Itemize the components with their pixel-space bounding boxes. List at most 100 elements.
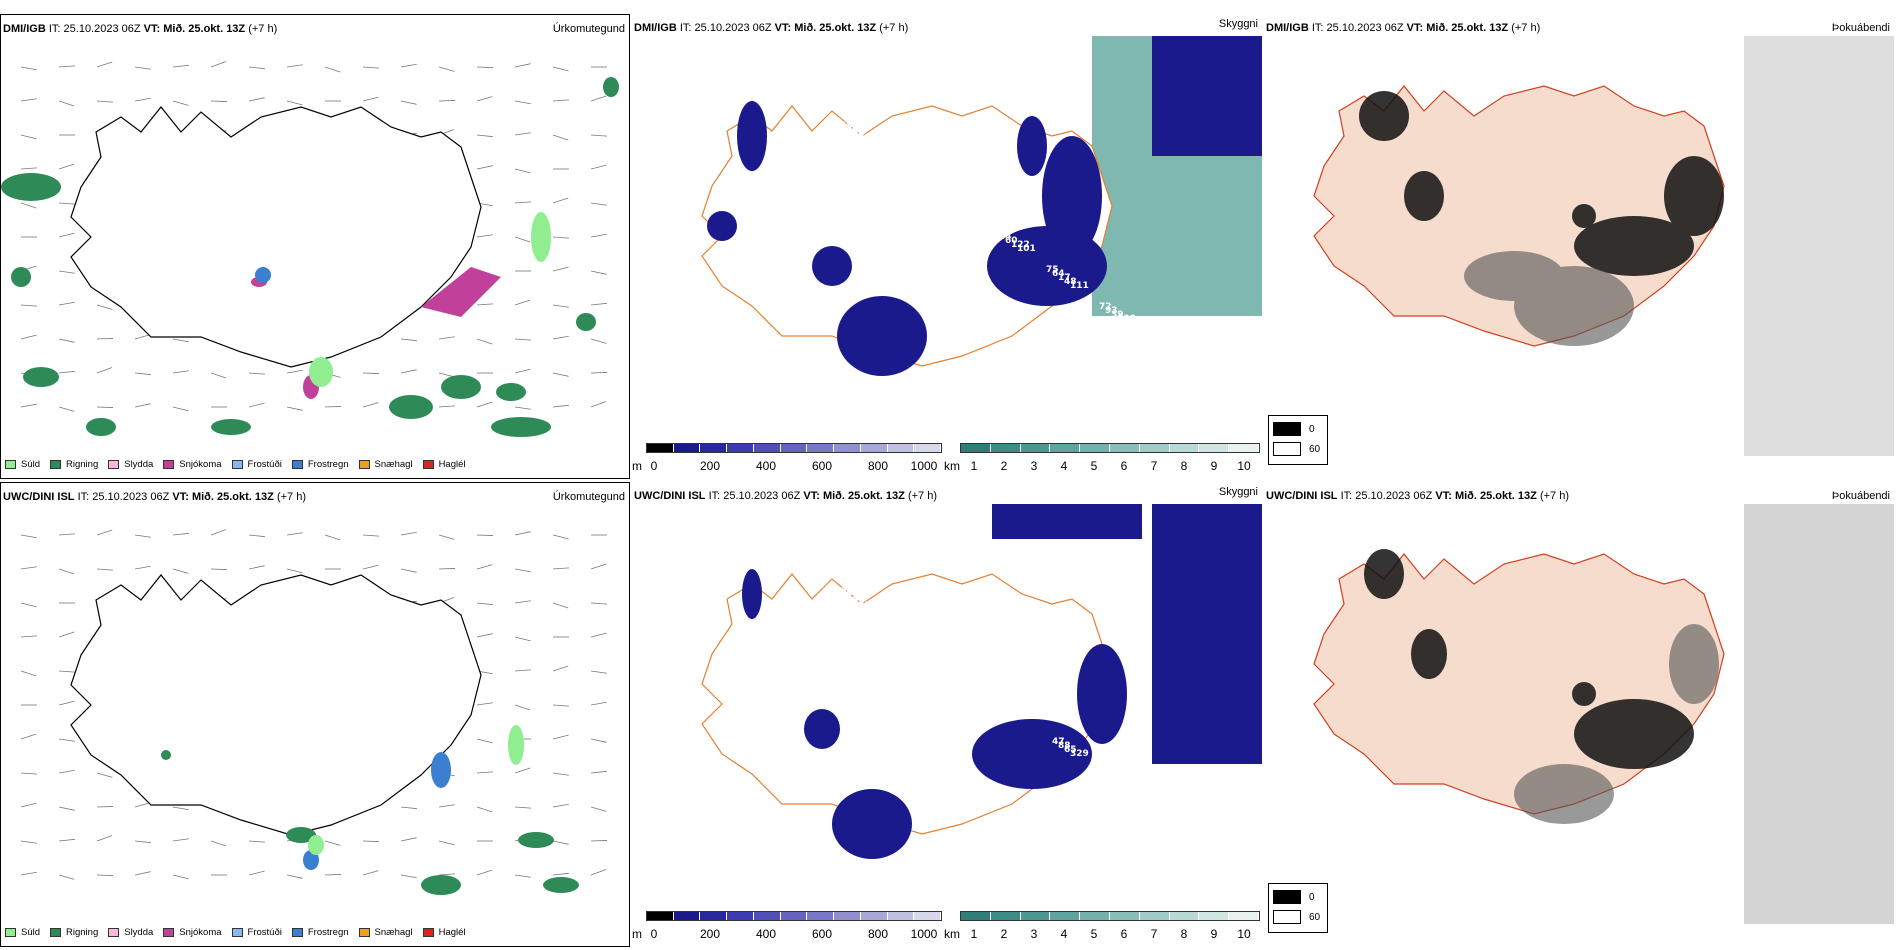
visibility-value: 66 — [1164, 815, 1177, 825]
visibility-value: 43 — [940, 191, 953, 201]
visibility-scale-km: km 1 2 3 4 5 6 7 8 9 10 — [944, 439, 1262, 473]
visibility-value: 57 — [787, 552, 800, 562]
legend-item-drizzle: Súld — [5, 459, 40, 470]
visibility-value: 35 — [793, 556, 806, 566]
visibility-value: 118 — [964, 207, 983, 217]
visibility-value: 174 — [958, 203, 977, 213]
visibility-value: 93 — [1176, 355, 1189, 365]
visibility-value: 71 — [787, 84, 800, 94]
visibility-value: 101 — [1017, 244, 1036, 254]
map-visibility: 188 83 139 20 108 35 329 120 113 104 92 78 84 99 65 70 7… — [701, 504, 1262, 859]
legend-item-hail: Haglél — [422, 459, 466, 470]
visibility-value: 75 — [1046, 265, 1059, 275]
legend-item-freezing-drizzle: Frostúði — [231, 459, 282, 470]
visibility-scale-km: km 1 2 3 4 5 6 7 8 9 10 — [944, 907, 1262, 941]
visibility-value: 53 — [899, 630, 912, 640]
visibility-value: 68 — [840, 121, 853, 131]
legend-item-snow-pellets: Snæhagl — [358, 927, 413, 938]
visibility-value: 48 — [1064, 277, 1077, 287]
fog-legend-item-60: 60 — [1273, 910, 1320, 924]
visibility-value: 92 — [852, 597, 865, 607]
panel-precip-type-uwc: UWC/DINI ISL IT: 25.10.2023 06Z VT: Mið.… — [0, 482, 630, 947]
visibility-value: 35 — [1017, 712, 1030, 722]
visibility-value: 47 — [1005, 704, 1018, 714]
visibility-values: 188 83 139 20 108 35 329 120 113 104 92 78 84 99 65 70 7… — [752, 527, 1195, 833]
fog-legend: 0 60 — [1268, 415, 1328, 465]
visibility-scale-m: m 0 200 400 600 800 1000 — [632, 907, 942, 941]
visibility-value: 47 — [1158, 343, 1171, 353]
panel-header: DMI/IGB IT: 25.10.2023 06Z VT: Mið. 25.o… — [3, 23, 278, 35]
visibility-value: 83 — [805, 564, 818, 574]
visibility-value: 39 — [1111, 310, 1124, 320]
visibility-value: 104 — [799, 560, 818, 570]
panel-title: Úrkomutegund — [552, 23, 625, 35]
visibility-scale-m: m 0 200 400 600 800 1000 — [632, 439, 942, 473]
visibility-value: 99 — [1011, 708, 1024, 718]
legend-item-rain: Rigning — [50, 927, 98, 938]
visibility-value: 82 — [893, 626, 906, 636]
panel-header: UWC/DINI ISL IT: 25.10.2023 06Z VT: Mið.… — [3, 491, 306, 503]
scale-blocks-m — [646, 911, 942, 921]
visibility-value: 52 — [1170, 351, 1183, 361]
legend-item-snow: Snjókoma — [163, 459, 222, 470]
visibility-value: 59 — [887, 154, 900, 164]
visibility-value: 65 — [1064, 745, 1077, 755]
visibility-value: 130 — [1117, 314, 1136, 324]
panel-header: UWC/DINI ISL IT: 25.10.2023 06Z VT: Mið.… — [1266, 490, 1569, 502]
visibility-value: 70 — [805, 96, 818, 106]
visibility-value: 49 — [793, 88, 806, 98]
panel-fog-index-dmi: DMI/IGB IT: 25.10.2023 06Z VT: Mið. 25.o… — [1264, 14, 1894, 479]
fog-legend-item-60: 60 — [1273, 442, 1320, 456]
visibility-value: 140 — [834, 585, 853, 595]
visibility-value: 139 — [752, 59, 771, 69]
legend-item-sleet: Slydda — [108, 927, 153, 938]
visibility-value: 104 — [911, 170, 930, 180]
visibility-value: 31 — [940, 659, 953, 669]
iceland-outline — [701, 105, 1113, 367]
visibility-value: 97 — [1111, 778, 1124, 788]
panel-title: Skyggni — [1218, 18, 1258, 30]
visibility-value: 17 — [1058, 273, 1071, 283]
legend-item-snow: Snjókoma — [163, 927, 222, 938]
map-precip-type — [1, 61, 619, 437]
visibility-value: 78 — [905, 634, 918, 644]
map-visibility: 1397073104118101111118937996132174122481… — [701, 36, 1262, 376]
visibility-value: 52 — [1164, 347, 1177, 357]
iceland-outline — [1313, 85, 1725, 347]
visibility-value: 122 — [1011, 240, 1030, 250]
panel-visibility-dmi: DMI/IGB IT: 25.10.2023 06Z VT: Mið. 25.o… — [632, 14, 1262, 479]
visibility-value: 56 — [899, 162, 912, 172]
panel-header: DMI/IGB IT: 25.10.2023 06Z VT: Mið. 25.o… — [1266, 22, 1541, 34]
visibility-value: 139 — [858, 601, 877, 611]
precip-type-legend: Súld Rigning Slydda Snjókoma Frostúði Fr… — [5, 459, 466, 470]
visibility-value: 113 — [1176, 823, 1195, 833]
visibility-value: 132 — [905, 166, 924, 176]
visibility-value: 84 — [958, 671, 971, 681]
visibility-value: 70 — [1117, 782, 1130, 792]
visibility-value: 89 — [993, 228, 1006, 238]
visibility-value: 73 — [858, 133, 871, 143]
visibility-value: 60 — [1005, 236, 1018, 246]
legend-item-freezing-rain: Frostregn — [291, 459, 349, 470]
visibility-value: 39 — [1158, 811, 1171, 821]
iceland-outline — [70, 574, 482, 836]
visibility-value: 57 — [999, 700, 1012, 710]
panel-title: Úrkomutegund — [552, 491, 625, 503]
map-fog-index — [1313, 504, 1894, 924]
visibility-value: 64 — [1052, 269, 1065, 279]
visibility-value: 111 — [1070, 281, 1089, 291]
precip-type-legend: Súld Rigning Slydda Snjókoma Frostúði Fr… — [5, 927, 466, 938]
visibility-value: 118 — [1123, 318, 1142, 328]
iceland-outline — [701, 573, 1113, 835]
visibility-value: 88 — [1058, 741, 1071, 751]
panel-visibility-uwc: UWC/DINI ISL IT: 25.10.2023 06Z VT: Mið.… — [632, 482, 1262, 947]
panel-header: UWC/DINI ISL IT: 25.10.2023 06Z VT: Mið.… — [634, 490, 937, 502]
panel-title: Skyggni — [1218, 486, 1258, 498]
visibility-value: 72 — [1099, 302, 1112, 312]
visibility-value: 44 — [999, 232, 1012, 242]
visibility-value: 48 — [846, 593, 859, 603]
fog-legend-item-0: 0 — [1273, 422, 1315, 436]
map-precip-type — [20, 529, 608, 895]
legend-item-sleet: Slydda — [108, 459, 153, 470]
visibility-value: 31 — [887, 622, 900, 632]
